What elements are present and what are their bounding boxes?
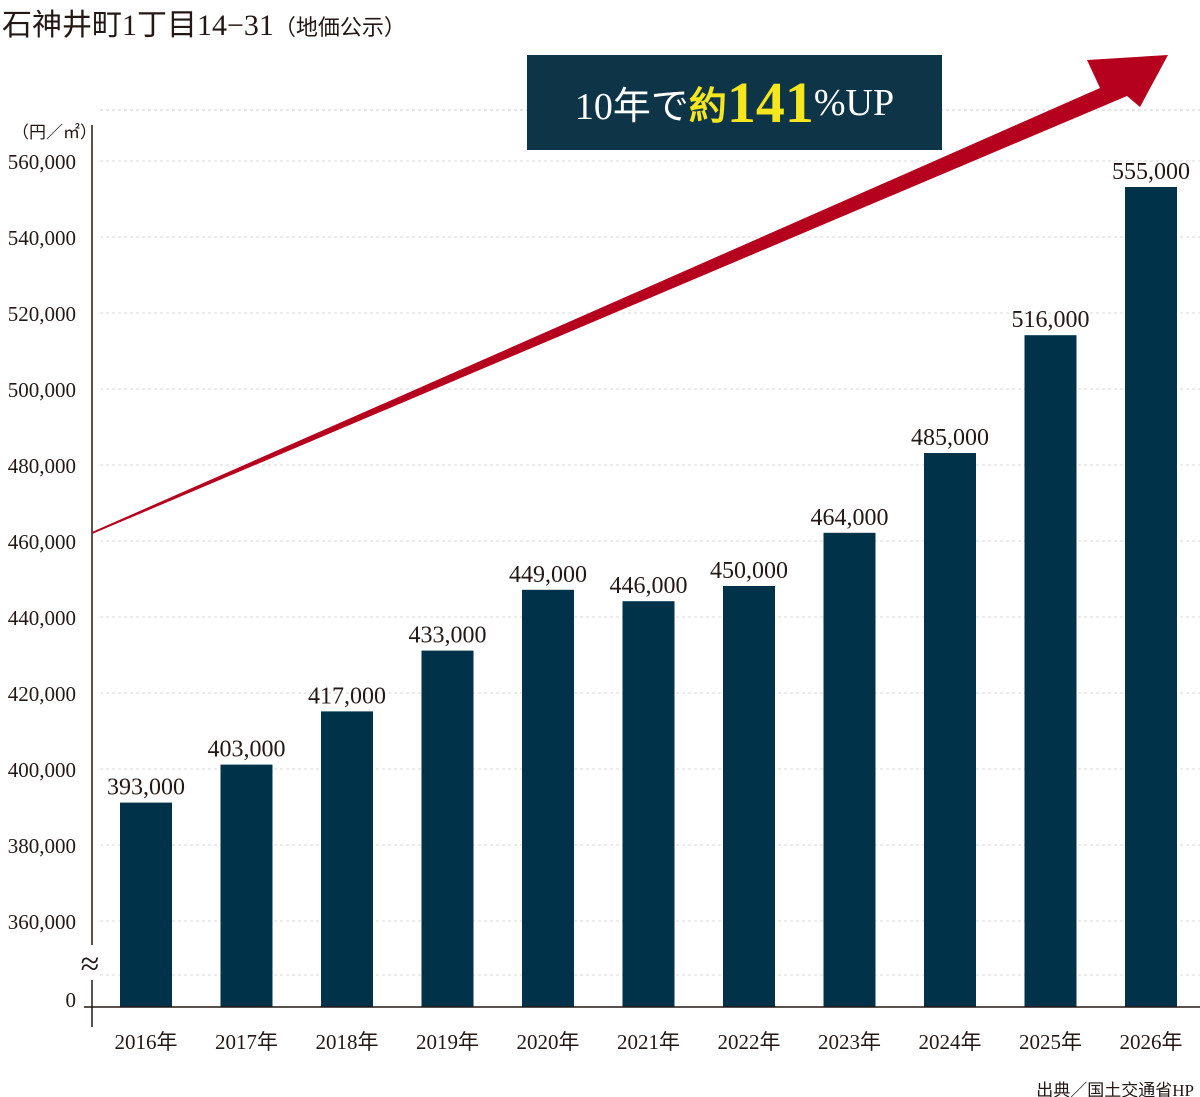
bar — [622, 601, 675, 1007]
bar-value-label: 403,000 — [208, 737, 286, 763]
bar-value-label: 450,000 — [710, 558, 788, 584]
x-tick-label: 2022年 — [718, 1030, 781, 1054]
x-tick-label: 2017年 — [215, 1030, 278, 1054]
y-tick-label: 520,000 — [8, 302, 76, 326]
y-axis-unit: （円／㎡） — [12, 123, 97, 142]
x-tick-label: 2023年 — [818, 1030, 881, 1054]
x-tick-label: 2024年 — [919, 1030, 982, 1054]
bar — [823, 532, 876, 1007]
title-main: 石神井町1丁目14−31 — [2, 9, 274, 42]
bar-value-label: 516,000 — [1012, 307, 1090, 333]
y-tick-label: 420,000 — [8, 682, 76, 706]
bar-value-label: 485,000 — [911, 425, 989, 451]
bar-value-label: 393,000 — [107, 775, 185, 801]
bar — [924, 453, 976, 1007]
bar-value-label: 555,000 — [1112, 159, 1190, 185]
bar — [1125, 187, 1177, 1007]
bar-value-label: 446,000 — [610, 573, 688, 599]
callout-suffix: %UP — [813, 81, 895, 124]
bar — [723, 586, 775, 1007]
callout-highlight-number: 141 — [726, 70, 814, 135]
bar — [321, 711, 373, 1007]
callout-prefix: 10年で — [574, 86, 689, 128]
y-tick-label: 400,000 — [8, 758, 76, 782]
trend-arrow — [92, 55, 1168, 534]
x-tick-label: 2025年 — [1019, 1030, 1082, 1054]
y-tick-label: 480,000 — [8, 454, 76, 478]
bar-value-label: 464,000 — [811, 505, 889, 531]
callout-highlight-word: 約 — [688, 86, 727, 128]
x-tick-label: 2026年 — [1120, 1030, 1183, 1054]
bar — [522, 589, 574, 1007]
bar-value-label: 449,000 — [509, 562, 587, 588]
axis-break-icon: ≈ — [81, 946, 100, 983]
y-tick-label: 440,000 — [8, 606, 76, 630]
x-tick-label: 2018年 — [316, 1030, 379, 1054]
bar — [220, 764, 273, 1007]
bar — [421, 650, 474, 1007]
bar — [120, 802, 172, 1007]
bar — [1024, 335, 1077, 1007]
y-tick-label: 380,000 — [8, 834, 76, 858]
title-sub: （地価公示） — [273, 15, 406, 40]
x-tick-label: 2019年 — [416, 1030, 479, 1054]
y-tick-label: 560,000 — [8, 150, 76, 174]
y-tick-label: 540,000 — [8, 226, 76, 250]
x-tick-label: 2020年 — [517, 1030, 580, 1054]
bar-value-label: 433,000 — [409, 623, 487, 649]
chart-title: 石神井町1丁目14−31（地価公示） — [2, 0, 406, 44]
bar-value-label: 417,000 — [308, 683, 386, 709]
source-note: 出典／国土交通省HP — [1036, 1081, 1194, 1097]
y-tick-label: 500,000 — [8, 378, 76, 402]
growth-callout: 10年で約 141 %UP — [527, 55, 942, 150]
y-tick-label-zero: 0 — [66, 988, 77, 1012]
y-tick-label: 460,000 — [8, 530, 76, 554]
x-tick-label: 2016年 — [115, 1030, 178, 1054]
y-tick-label: 360,000 — [8, 910, 76, 934]
x-tick-label: 2021年 — [617, 1030, 680, 1054]
